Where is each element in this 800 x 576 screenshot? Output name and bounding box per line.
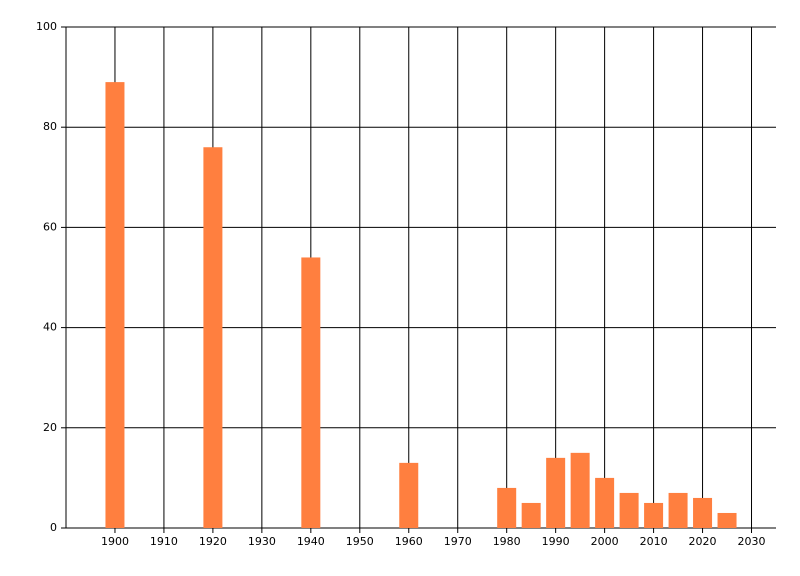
bar: [717, 512, 737, 528]
y-tick-label: 100: [36, 20, 57, 33]
bar: [203, 147, 223, 529]
bar: [399, 462, 419, 528]
y-tick-label: 80: [43, 120, 57, 133]
x-tick-label: 1910: [150, 535, 178, 548]
x-tick-label: 2010: [640, 535, 668, 548]
x-tick-label: 1960: [395, 535, 423, 548]
x-tick-label: 1950: [346, 535, 374, 548]
x-tick-label: 2020: [689, 535, 717, 548]
y-tick-label: 20: [43, 421, 57, 434]
bar: [546, 457, 566, 528]
x-tick-label: 2000: [591, 535, 619, 548]
x-tick-label: 1980: [493, 535, 521, 548]
bar: [595, 477, 615, 528]
x-tick-label: 1970: [444, 535, 472, 548]
x-tick-label: 1930: [248, 535, 276, 548]
x-tick-label: 2030: [738, 535, 766, 548]
y-tick-label: 60: [43, 220, 57, 233]
bar: [301, 257, 321, 528]
x-tick-label: 1900: [101, 535, 129, 548]
bar: [521, 502, 541, 528]
bar: [693, 497, 713, 528]
x-tick-label: 1940: [297, 535, 325, 548]
x-tick-label: 1990: [542, 535, 570, 548]
bar: [497, 487, 517, 528]
y-tick-label: 40: [43, 321, 57, 334]
y-tick-label: 0: [50, 521, 57, 534]
bar: [668, 492, 688, 528]
bar: [105, 82, 125, 529]
bar: [570, 452, 590, 528]
bar: [644, 502, 664, 528]
bar: [619, 492, 639, 528]
x-tick-label: 1920: [199, 535, 227, 548]
